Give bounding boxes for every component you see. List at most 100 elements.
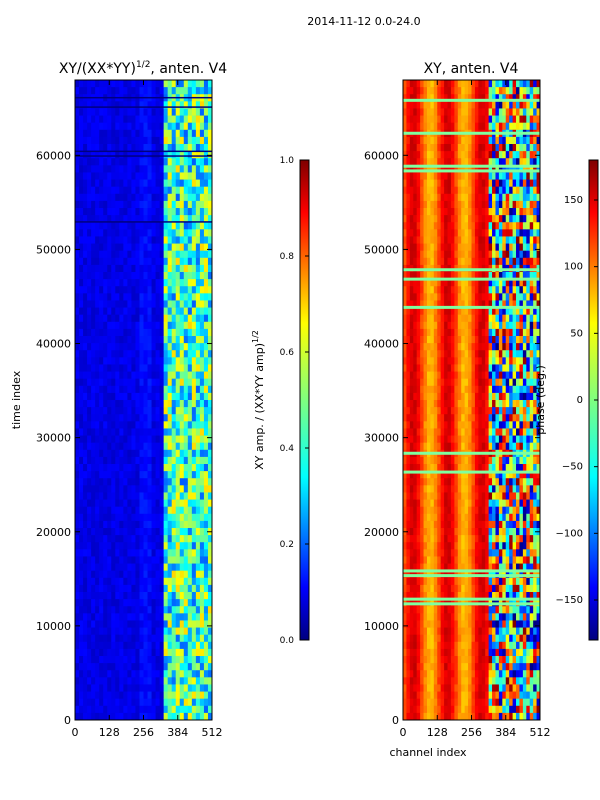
- heatmap-cell: [183, 215, 189, 223]
- heatmap-cell: [426, 691, 431, 700]
- heatmap-cell: [175, 570, 181, 579]
- heatmap-cell: [111, 620, 116, 628]
- heatmap-cell: [183, 613, 189, 621]
- heatmap-cell: [464, 222, 469, 230]
- heatmap-cell: [119, 449, 124, 458]
- heatmap-cell: [461, 385, 466, 394]
- heatmap-cell: [143, 421, 148, 429]
- heatmap-cell: [123, 570, 128, 579]
- heatmap-cell: [135, 627, 140, 636]
- heatmap-cell: [450, 115, 455, 124]
- heatmap-cell: [468, 158, 472, 166]
- heatmap-cell: [437, 471, 442, 479]
- heatmap-cell: [468, 80, 472, 88]
- heatmap-cell: [423, 563, 428, 572]
- heatmap-cell: [199, 684, 205, 692]
- heatmap-cell: [191, 584, 197, 593]
- heatmap-cell: [464, 499, 469, 508]
- heatmap-cell: [409, 236, 414, 244]
- heatmap-cell: [103, 570, 108, 579]
- heatmap-cell: [406, 641, 411, 650]
- heatmap-cell: [107, 485, 112, 493]
- heatmap-cell: [159, 314, 165, 323]
- heatmap-cell: [461, 670, 466, 678]
- heatmap-cell: [107, 677, 112, 685]
- heatmap-cell: [79, 321, 84, 330]
- heatmap-cell: [75, 115, 80, 124]
- heatmap-cell: [143, 663, 148, 671]
- heatmap-cell: [95, 712, 100, 721]
- heatmap-cell: [115, 492, 120, 500]
- heatmap-cell: [468, 606, 472, 614]
- heatmap-cell: [447, 648, 452, 657]
- heatmap-cell: [119, 151, 124, 159]
- heatmap-cell: [151, 179, 156, 188]
- heatmap-cell: [159, 691, 165, 700]
- heatmap-cell: [203, 535, 209, 543]
- heatmap-cell: [426, 513, 431, 522]
- heatmap-cell: [207, 627, 213, 636]
- heatmap-cell: [207, 200, 213, 209]
- heatmap-cell: [450, 456, 455, 465]
- heatmap-cell: [147, 549, 152, 557]
- heatmap-cell: [464, 378, 469, 387]
- heatmap-cell: [151, 677, 156, 685]
- heatmap-cell: [91, 279, 96, 287]
- flag-row: [75, 155, 212, 157]
- heatmap-cell: [115, 229, 120, 237]
- heatmap-cell: [111, 442, 116, 451]
- heatmap-cell: [450, 321, 455, 330]
- heatmap-cell: [127, 663, 132, 671]
- heatmap-cell: [79, 520, 84, 529]
- heatmap-cell: [403, 556, 407, 564]
- heatmap-cell: [468, 528, 472, 536]
- heatmap-cell: [91, 656, 96, 664]
- heatmap-cell: [151, 456, 156, 465]
- heatmap-cell: [403, 328, 407, 337]
- heatmap-cell: [135, 179, 140, 188]
- heatmap-cell: [444, 528, 448, 536]
- heatmap-cell: [433, 520, 438, 529]
- heatmap-cell: [437, 556, 442, 564]
- heatmap-cell: [99, 606, 104, 614]
- heatmap-cell: [207, 499, 213, 508]
- heatmap-cell: [464, 136, 469, 145]
- heatmap-cell: [199, 279, 205, 287]
- heatmap-cell: [426, 122, 431, 131]
- heatmap-cell: [115, 641, 120, 650]
- heatmap-cell: [155, 229, 161, 237]
- heatmap-cell: [99, 272, 104, 280]
- heatmap-cell: [83, 350, 88, 358]
- heatmap-cell: [450, 407, 455, 415]
- heatmap-cell: [406, 421, 411, 429]
- heatmap-cell: [191, 243, 197, 252]
- heatmap-cell: [433, 279, 438, 287]
- heatmap-cell: [163, 492, 169, 500]
- heatmap-cell: [79, 236, 84, 244]
- heatmap-cell: [171, 122, 177, 131]
- heatmap-cell: [135, 556, 140, 564]
- heatmap-cell: [191, 87, 197, 95]
- heatmap-cell: [203, 407, 209, 415]
- heatmap-cell: [123, 371, 128, 380]
- heatmap-cell: [135, 300, 140, 308]
- heatmap-cell: [461, 208, 466, 216]
- heatmap-cell: [207, 186, 213, 195]
- heatmap-cell: [187, 136, 193, 145]
- heatmap-cell: [406, 87, 411, 95]
- heatmap-cell: [123, 613, 128, 621]
- heatmap-cell: [450, 698, 455, 707]
- heatmap-cell: [163, 243, 169, 252]
- heatmap-cell: [468, 314, 472, 323]
- heatmap-cell: [187, 592, 193, 600]
- heatmap-cell: [195, 343, 201, 351]
- heatmap-cell: [83, 158, 88, 166]
- heatmap-cell: [147, 535, 152, 543]
- heatmap-cell: [131, 364, 136, 372]
- heatmap-cell: [111, 535, 116, 543]
- heatmap-cell: [131, 563, 136, 572]
- heatmap-cell: [87, 122, 92, 131]
- heatmap-cell: [406, 115, 411, 124]
- heatmap-cell: [447, 698, 452, 707]
- heatmap-cell: [207, 101, 213, 109]
